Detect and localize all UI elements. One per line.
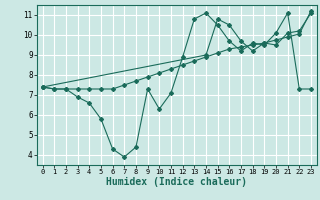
X-axis label: Humidex (Indice chaleur): Humidex (Indice chaleur) bbox=[106, 177, 247, 187]
